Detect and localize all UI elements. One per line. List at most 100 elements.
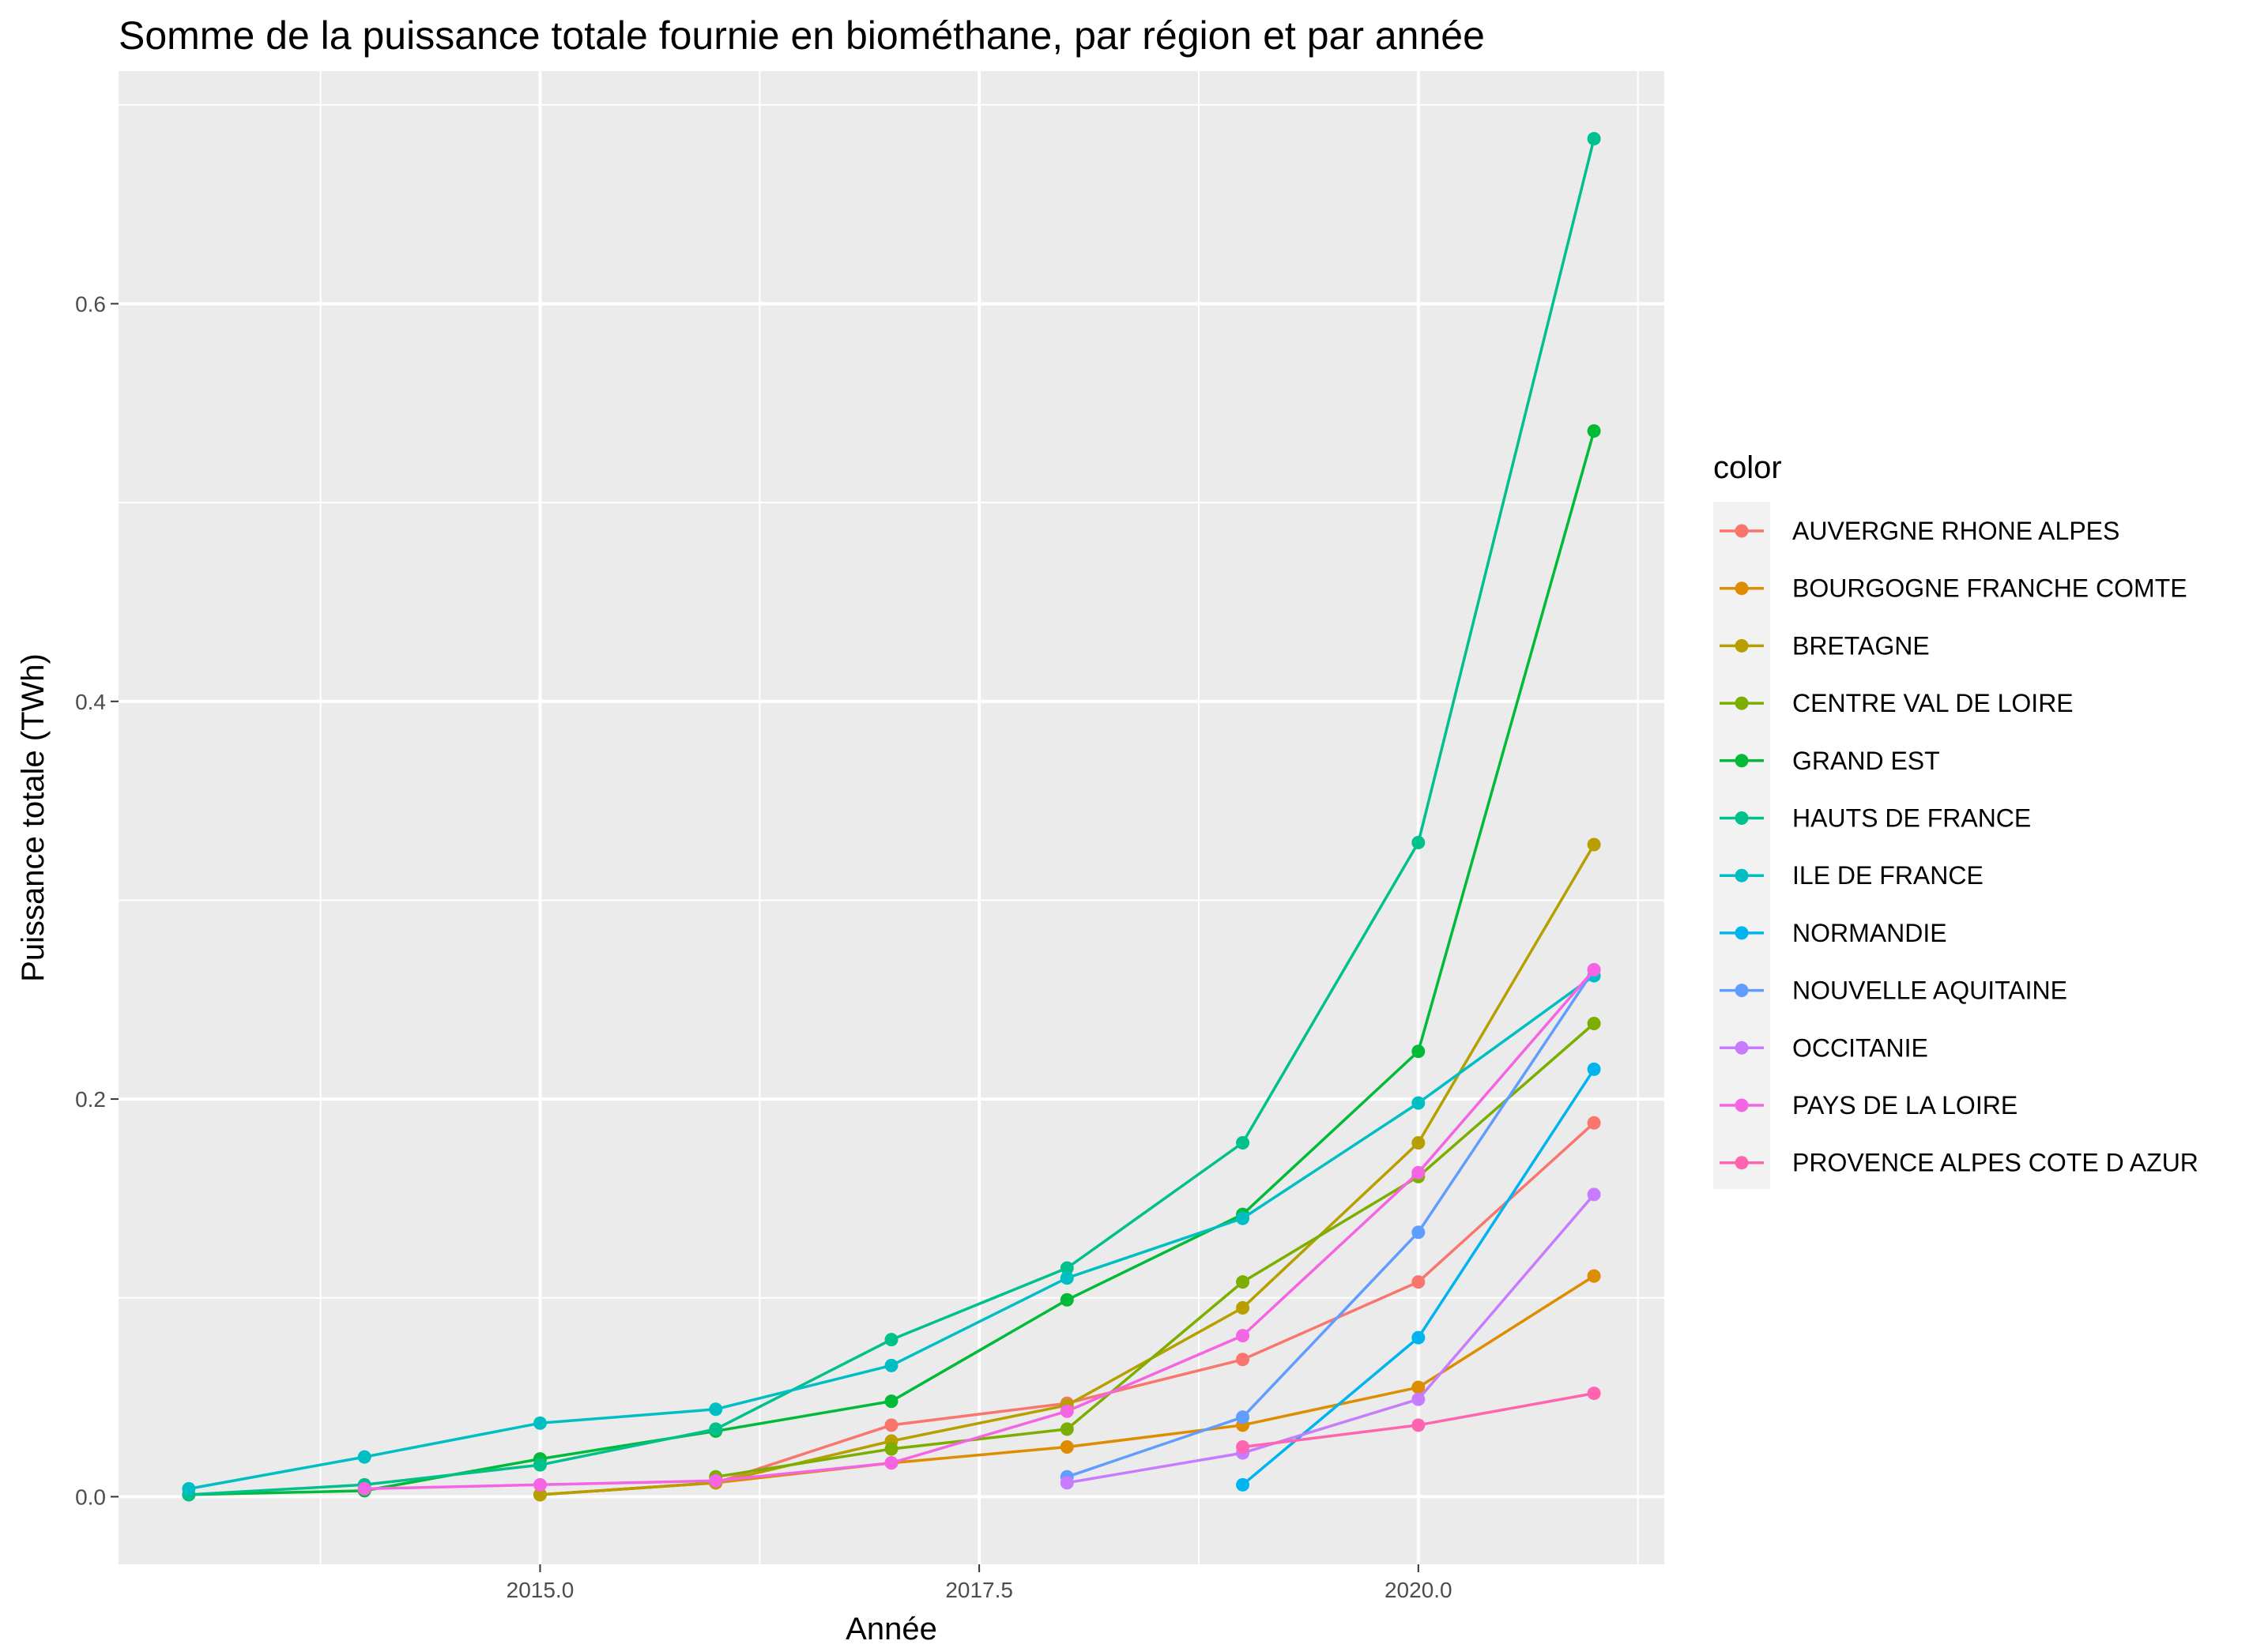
data-point bbox=[1587, 1269, 1601, 1283]
legend-label: GRAND EST bbox=[1792, 747, 1940, 775]
legend-key-point bbox=[1735, 638, 1749, 653]
legend-key-point bbox=[1735, 926, 1749, 940]
data-point bbox=[1587, 1016, 1601, 1030]
legend-item: OCCITANIE bbox=[1720, 1033, 1928, 1062]
x-tick-label: 2015.0 bbox=[507, 1578, 575, 1602]
legend-label: BOURGOGNE FRANCHE COMTE bbox=[1792, 574, 2187, 603]
data-point bbox=[1411, 1135, 1426, 1150]
data-point bbox=[1060, 1271, 1074, 1285]
data-point bbox=[1587, 837, 1601, 852]
data-point bbox=[1411, 1380, 1426, 1394]
data-point bbox=[1060, 1422, 1074, 1436]
data-point bbox=[1587, 1116, 1601, 1130]
data-point bbox=[884, 1456, 899, 1470]
series-line bbox=[715, 1022, 1596, 1479]
chart-title: Somme de la puissance totale fournie en … bbox=[119, 13, 1485, 58]
data-point bbox=[884, 1333, 899, 1347]
data-point bbox=[709, 1422, 723, 1436]
data-point bbox=[1587, 424, 1601, 438]
data-point bbox=[1236, 1300, 1250, 1315]
series-line bbox=[364, 969, 1596, 1491]
legend-item: BRETAGNE bbox=[1720, 631, 1930, 660]
data-point bbox=[1060, 1261, 1074, 1275]
x-axis-title: Année bbox=[846, 1612, 937, 1646]
legend-item: AUVERGNE RHONE ALPES bbox=[1720, 517, 2119, 545]
legend-label: PAYS DE LA LOIRE bbox=[1792, 1091, 2017, 1120]
data-point bbox=[884, 1418, 899, 1432]
legend-label: BRETAGNE bbox=[1792, 631, 1930, 660]
data-point bbox=[1411, 1044, 1426, 1059]
data-point bbox=[357, 1481, 371, 1496]
legend-item: NORMANDIE bbox=[1720, 919, 1947, 947]
legend-key-point bbox=[1735, 524, 1749, 538]
data-point bbox=[357, 1450, 371, 1464]
y-tick-label: 0.2 bbox=[75, 1087, 106, 1112]
legend-key-point bbox=[1735, 984, 1749, 998]
data-point bbox=[884, 1358, 899, 1372]
legend-title: color bbox=[1713, 450, 1782, 485]
data-point bbox=[1236, 1135, 1250, 1150]
data-point bbox=[1060, 1476, 1074, 1490]
legend-label: PROVENCE ALPES COTE D AZUR bbox=[1792, 1149, 2198, 1177]
y-axis-title: Puissance totale (TWh) bbox=[16, 653, 51, 982]
data-point bbox=[1236, 1329, 1250, 1343]
data-point bbox=[533, 1458, 547, 1472]
data-point bbox=[1411, 1418, 1426, 1432]
series-group bbox=[182, 969, 1601, 1496]
legend-key-point bbox=[1735, 581, 1749, 596]
legend-item: ILE DE FRANCE bbox=[1720, 861, 1984, 890]
legend-item: CENTRE VAL DE LOIRE bbox=[1720, 689, 2074, 717]
legend-item: BOURGOGNE FRANCHE COMTE bbox=[1720, 574, 2187, 603]
y-axis-ticks: 0.0 0.2 0.4 0.6 bbox=[75, 292, 119, 1509]
legend-label: NORMANDIE bbox=[1792, 919, 1947, 947]
y-tick-label: 0.4 bbox=[75, 690, 106, 714]
data-point bbox=[1236, 1353, 1250, 1367]
legend-key-point bbox=[1735, 696, 1749, 710]
legend-label: NOUVELLE AQUITAINE bbox=[1792, 977, 2067, 1005]
legend-item: NOUVELLE AQUITAINE bbox=[1720, 977, 2067, 1005]
legend-key-point bbox=[1735, 811, 1749, 825]
legend-label: AUVERGNE RHONE ALPES bbox=[1792, 517, 2119, 545]
data-point bbox=[1411, 1225, 1426, 1240]
data-point bbox=[1236, 1211, 1250, 1225]
legend-key-background bbox=[1713, 502, 1770, 1189]
legend-label: ILE DE FRANCE bbox=[1792, 861, 1984, 890]
data-point bbox=[1587, 1387, 1601, 1401]
series-line bbox=[1067, 1193, 1596, 1485]
y-tick-label: 0.0 bbox=[75, 1485, 106, 1509]
legend-key-point bbox=[1735, 754, 1749, 768]
data-point bbox=[182, 1481, 196, 1496]
legend-label: OCCITANIE bbox=[1792, 1033, 1928, 1062]
data-point bbox=[1587, 1187, 1601, 1202]
y-tick-label: 0.6 bbox=[75, 292, 106, 316]
data-point bbox=[1411, 835, 1426, 849]
data-point bbox=[533, 1488, 547, 1502]
data-point bbox=[709, 1473, 723, 1488]
data-point bbox=[1411, 1165, 1426, 1180]
data-point bbox=[1587, 963, 1601, 977]
legend-item: PAYS DE LA LOIRE bbox=[1720, 1091, 2017, 1120]
x-axis-ticks: 2015.0 2017.5 2020.0 bbox=[507, 1564, 1452, 1602]
data-point bbox=[1411, 1275, 1426, 1289]
data-point bbox=[533, 1477, 547, 1492]
data-point bbox=[1587, 1062, 1601, 1076]
legend: color AUVERGNE RHONE ALPES BOURGOGNE FRAN… bbox=[1713, 450, 2198, 1189]
data-point bbox=[884, 1442, 899, 1456]
legend-key-point bbox=[1735, 1040, 1749, 1055]
legend-item: HAUTS DE FRANCE bbox=[1720, 804, 2031, 833]
data-point bbox=[1236, 1275, 1250, 1289]
data-point bbox=[709, 1402, 723, 1417]
x-tick-label: 2017.5 bbox=[945, 1578, 1013, 1602]
plot-panel bbox=[119, 71, 1664, 1564]
data-point bbox=[1411, 1096, 1426, 1110]
legend-label: HAUTS DE FRANCE bbox=[1792, 804, 2031, 833]
data-point bbox=[1060, 1293, 1074, 1307]
legend-key-point bbox=[1735, 1156, 1749, 1170]
major-gridlines bbox=[119, 71, 1664, 1564]
x-tick-label: 2020.0 bbox=[1385, 1578, 1452, 1602]
data-point bbox=[1236, 1410, 1250, 1424]
series-group bbox=[1236, 1387, 1601, 1454]
data-point bbox=[1060, 1440, 1074, 1454]
data-point bbox=[533, 1416, 547, 1430]
